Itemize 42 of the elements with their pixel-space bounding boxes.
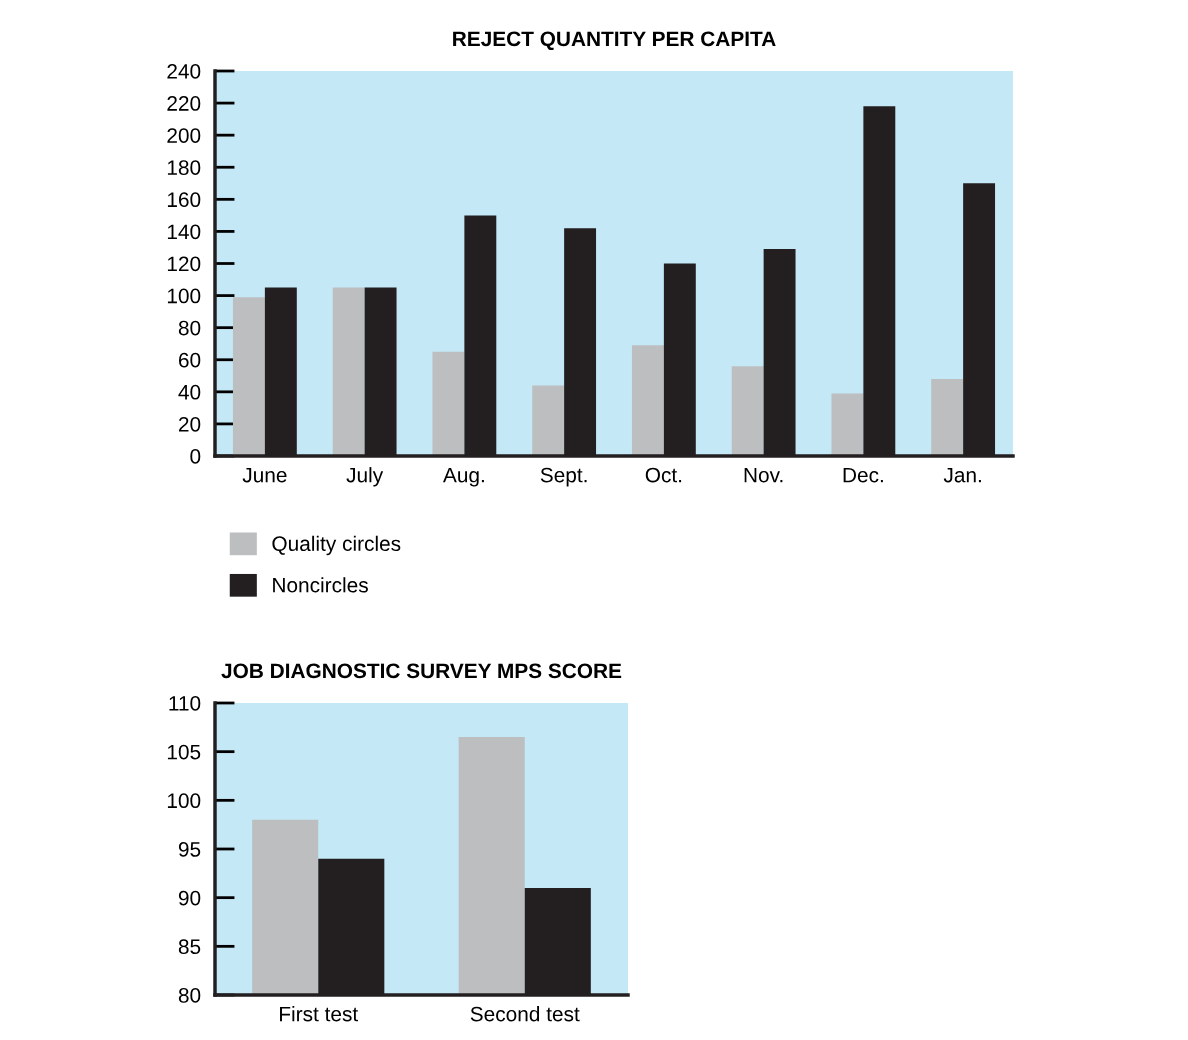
x-tick-label: Sept. [540, 467, 587, 487]
y-tick-label: 80 [178, 988, 201, 1003]
y-tick-label: 105 [167, 744, 201, 760]
x-tick-label: Jan. [943, 467, 981, 483]
x-tick-label: June [242, 467, 287, 483]
y-tick-label: 40 [178, 384, 201, 400]
bar [731, 366, 764, 456]
bar [931, 379, 964, 456]
bar [432, 351, 465, 456]
bar [332, 287, 365, 456]
bar [232, 297, 265, 456]
y-tick-label: 90 [178, 890, 201, 906]
legend-label: Noncircles [273, 577, 368, 593]
y-tick-label: 100 [167, 793, 201, 809]
y-tick-label: 180 [167, 160, 201, 175]
y-tick-label: 120 [167, 256, 201, 272]
x-tick-label: Second test [470, 1006, 580, 1022]
bar [532, 385, 565, 456]
y-tick-label: 140 [167, 224, 201, 240]
y-tick-label: 80 [178, 320, 201, 336]
x-tick-label: Nov. [744, 467, 783, 483]
y-tick-label: 240 [167, 64, 201, 79]
y-tick-label: 200 [167, 128, 201, 143]
chart-title: REJECT QUANTITY PER CAPITA [453, 31, 776, 51]
x-tick-label: First test [280, 1006, 359, 1022]
x-tick-label: July [346, 467, 384, 487]
legend-label: Quality circles [272, 535, 401, 556]
y-tick-label: 95 [178, 842, 201, 857]
y-tick-label: 110 [169, 696, 201, 711]
y-tick-label: 220 [167, 96, 201, 111]
x-tick-label: Oct. [645, 467, 682, 483]
chart-title: JOB DIAGNOSTIC SURVEY MPS SCORE [221, 663, 622, 679]
bar [831, 393, 864, 456]
y-tick-label: 60 [179, 352, 201, 368]
y-tick-label: 20 [178, 416, 201, 432]
y-tick-label: 85 [178, 939, 201, 955]
x-tick-label: Dec. [843, 467, 883, 483]
x-tick-label: Aug. [442, 467, 484, 487]
y-tick-label: 0 [190, 449, 201, 464]
y-tick-label: 160 [167, 192, 201, 208]
bar [631, 345, 664, 456]
y-tick-label: 100 [167, 288, 201, 304]
